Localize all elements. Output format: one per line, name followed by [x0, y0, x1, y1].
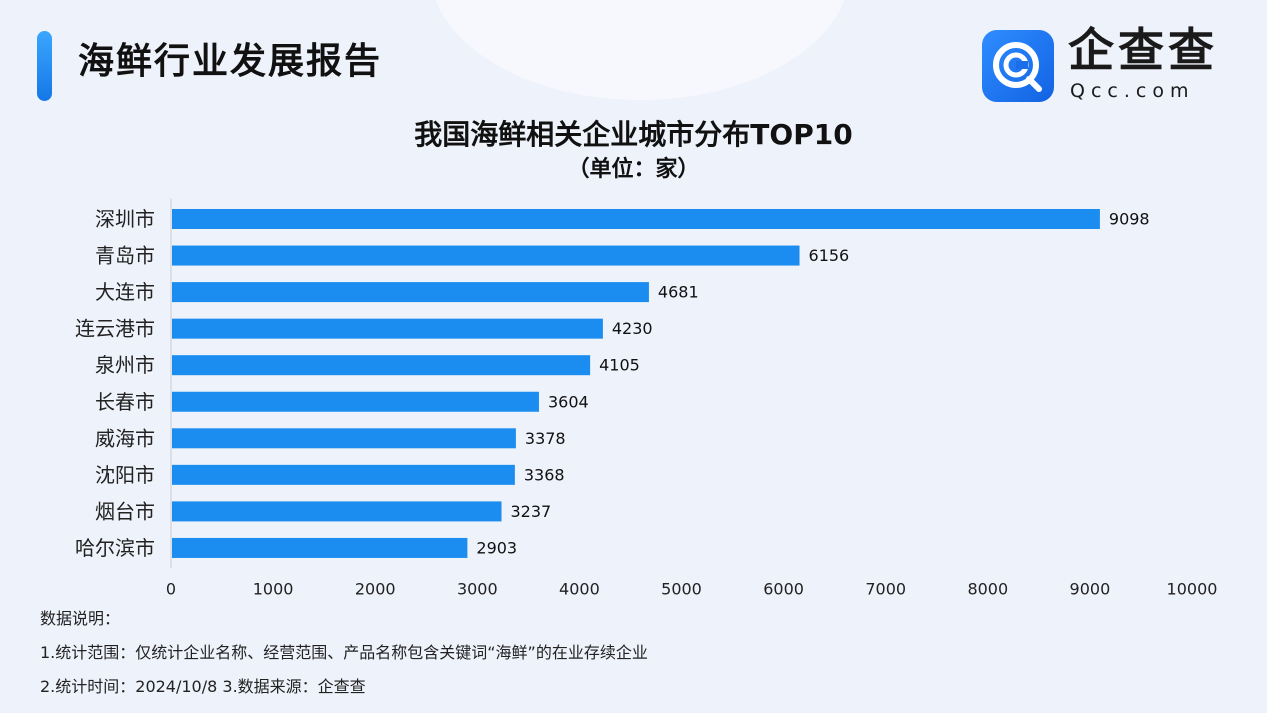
y-tick-label: 沈阳市 — [95, 463, 155, 487]
chart-title: 我国海鲜相关企业城市分布TOP10 — [414, 118, 853, 151]
x-tick-label: 10000 — [1167, 580, 1218, 599]
data-label: 3368 — [524, 465, 565, 484]
bar — [172, 537, 468, 558]
chart-subtitle: （单位：家） — [567, 157, 700, 182]
y-tick-label: 威海市 — [95, 426, 155, 450]
bar — [172, 209, 1100, 229]
notes-heading: 数据说明： — [40, 609, 121, 628]
y-tick-label: 哈尔滨市 — [75, 536, 155, 560]
data-label: 6156 — [809, 246, 850, 265]
bar — [172, 501, 502, 522]
bar — [172, 391, 539, 412]
x-tick-label: 5000 — [661, 580, 702, 599]
y-tick-label: 长春市 — [95, 390, 155, 414]
data-label: 2903 — [476, 538, 517, 557]
data-label: 4230 — [612, 319, 653, 338]
y-tick-label: 青岛市 — [95, 244, 155, 268]
x-tick-label: 2000 — [355, 580, 396, 599]
data-label: 3237 — [510, 502, 551, 521]
bar — [172, 464, 515, 485]
logo-name: 企查查 — [1068, 23, 1218, 77]
x-tick-label: 7000 — [865, 580, 906, 599]
title-accent-bar — [37, 31, 52, 101]
notes-line-1: 1.统计范围：仅统计企业名称、经营范围、产品名称包含关键词“海鲜”的在业存续企业 — [40, 643, 648, 662]
x-tick-label: 4000 — [559, 580, 600, 599]
bar — [172, 282, 649, 303]
x-tick-label: 0 — [166, 580, 176, 599]
data-label: 3378 — [525, 429, 566, 448]
y-tick-label: 深圳市 — [95, 207, 155, 231]
y-tick-label: 大连市 — [95, 280, 155, 304]
report-title: 海鲜行业发展报告 — [78, 41, 383, 82]
data-label: 3604 — [548, 392, 589, 411]
bar — [172, 318, 603, 339]
y-tick-label: 泉州市 — [95, 353, 155, 377]
bar — [172, 245, 800, 266]
logo-domain: Qcc.com — [1070, 80, 1195, 102]
data-label: 4681 — [658, 283, 699, 302]
notes-line-2: 2.统计时间：2024/10/8 3.数据来源：企查查 — [40, 677, 366, 696]
y-tick-label: 烟台市 — [95, 499, 155, 523]
data-notes: 数据说明： 1.统计范围：仅统计企业名称、经营范围、产品名称包含关键词“海鲜”的… — [40, 602, 648, 704]
bar — [172, 355, 591, 376]
data-label: 9098 — [1109, 210, 1150, 229]
x-tick-label: 3000 — [457, 580, 498, 599]
x-tick-label: 6000 — [763, 580, 804, 599]
bar — [172, 428, 516, 449]
y-tick-label: 连云港市 — [75, 317, 155, 341]
data-label: 4105 — [599, 356, 640, 375]
x-tick-label: 9000 — [1070, 580, 1111, 599]
x-tick-label: 8000 — [967, 580, 1008, 599]
qcc-logo-icon — [982, 30, 1054, 102]
x-tick-label: 1000 — [253, 580, 294, 599]
